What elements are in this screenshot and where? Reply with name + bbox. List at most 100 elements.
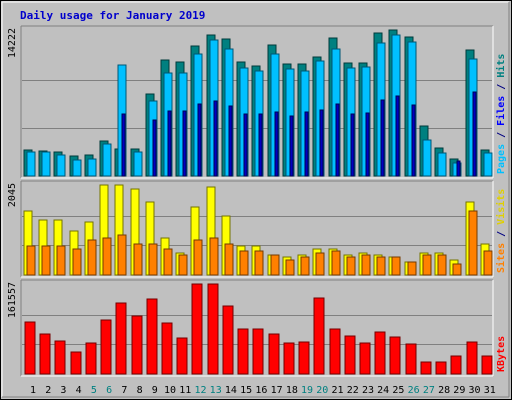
bar-kbytes-day-1: [24, 321, 36, 375]
day-label-17: 17: [271, 385, 283, 396]
bar-sites-day-3: [56, 245, 66, 276]
bar-kbytes-day-13: [207, 283, 219, 375]
bar-kbytes-day-29: [450, 355, 462, 375]
bar-pages-day-30: [472, 91, 477, 177]
bar-pages-day-9: [152, 119, 157, 177]
bar-sites-day-2: [41, 245, 51, 276]
bar-pages-day-10: [167, 110, 172, 177]
bar-pages-day-20: [319, 109, 324, 177]
day-label-26: 26: [408, 385, 420, 396]
legend-entry: Files: [495, 96, 507, 126]
bar-sites-day-13: [209, 237, 219, 276]
day-label-22: 22: [347, 385, 359, 396]
day-label-19: 19: [301, 385, 313, 396]
side-legend: Pages / Files / Hits: [495, 54, 507, 174]
legend-entry: /: [496, 225, 507, 243]
bar-kbytes-day-26: [405, 343, 417, 375]
day-label-20: 20: [316, 385, 328, 396]
legend-entry: Hits: [495, 54, 507, 78]
bar-sites-day-22: [346, 256, 356, 276]
bar-sites-day-12: [193, 239, 203, 276]
bar-sites-day-24: [376, 256, 386, 276]
bar-pages-day-25: [395, 95, 400, 177]
bar-kbytes-day-23: [359, 342, 371, 375]
day-axis-labels: 1 2 3 4 5 6 7 8 9 10 11 12 13 14 15 16 17 18 19 20 21 22 23 24 2…: [30, 385, 496, 396]
side-legend: Sites / Visits: [495, 189, 507, 273]
day-label-16: 16: [255, 385, 267, 396]
bar-pages-day-24: [380, 99, 385, 177]
bar-kbytes-day-16: [252, 328, 264, 375]
bar-pages-day-12: [197, 103, 202, 177]
bar-files-day-5: [87, 158, 97, 177]
bar-kbytes-day-5: [85, 342, 97, 375]
day-label-23: 23: [362, 385, 374, 396]
bar-sites-day-5: [87, 239, 97, 276]
bar-sites-day-8: [133, 243, 143, 276]
bar-sites-day-27: [422, 254, 432, 276]
day-label-24: 24: [377, 385, 389, 396]
bar-sites-day-28: [437, 254, 447, 276]
max-value-label: 161557: [7, 282, 18, 318]
bar-kbytes-day-24: [374, 331, 386, 375]
day-label-5: 5: [91, 385, 97, 396]
bar-kbytes-day-8: [131, 315, 143, 375]
bar-kbytes-day-3: [54, 340, 66, 375]
bar-sites-day-4: [72, 248, 82, 276]
day-label-7: 7: [121, 385, 127, 396]
bar-files-day-3: [56, 154, 66, 177]
bar-pages-day-29: [456, 160, 461, 177]
bar-kbytes-day-18: [283, 342, 295, 375]
bar-kbytes-day-21: [329, 328, 341, 375]
day-label-31: 31: [484, 385, 496, 396]
day-label-6: 6: [106, 385, 112, 396]
bar-pages-day-18: [289, 115, 294, 177]
day-label-2: 2: [45, 385, 51, 396]
bar-kbytes-day-17: [268, 333, 280, 375]
day-label-27: 27: [423, 385, 435, 396]
bar-sites-day-17: [270, 254, 280, 276]
bar-files-day-27: [422, 139, 432, 177]
day-label-21: 21: [331, 385, 343, 396]
bar-kbytes-day-7: [115, 302, 127, 375]
max-value-label: 14222: [7, 28, 18, 58]
max-value-label: 2045: [7, 183, 18, 207]
bar-kbytes-day-11: [176, 337, 188, 375]
day-label-8: 8: [137, 385, 143, 396]
bar-pages-day-22: [350, 113, 355, 177]
bar-pages-day-11: [182, 110, 187, 177]
bar-kbytes-day-22: [344, 335, 356, 375]
bar-kbytes-day-28: [435, 361, 447, 375]
day-label-30: 30: [469, 385, 481, 396]
bar-pages-day-19: [304, 111, 309, 177]
bar-kbytes-day-25: [389, 336, 401, 375]
bar-pages-day-26: [411, 104, 416, 177]
bar-sites-day-6: [102, 237, 112, 276]
panel-hits-files-pages: 14222 Pages / Files / Hits: [7, 25, 507, 179]
bar-files-day-31: [483, 152, 493, 177]
bar-files-day-8: [133, 151, 143, 177]
bar-files-day-2: [41, 151, 51, 177]
bar-pages-day-14: [228, 105, 233, 177]
bar-sites-day-16: [254, 250, 264, 276]
bar-files-day-1: [26, 151, 36, 177]
day-label-14: 14: [225, 385, 237, 396]
bar-kbytes-day-31: [481, 355, 493, 375]
bar-sites-day-7: [117, 234, 127, 276]
bar-sites-day-20: [315, 252, 325, 276]
bar-files-day-28: [437, 152, 447, 177]
day-label-25: 25: [392, 385, 404, 396]
bar-kbytes-day-4: [70, 351, 82, 375]
day-label-10: 10: [164, 385, 176, 396]
bar-kbytes-day-14: [222, 305, 234, 375]
day-label-11: 11: [179, 385, 191, 396]
bar-pages-day-23: [365, 112, 370, 177]
legend-entry: /: [496, 78, 507, 96]
panel-kbytes: 161557 KBytes: [7, 279, 507, 377]
bar-pages-day-16: [258, 113, 263, 177]
bar-kbytes-day-10: [161, 322, 173, 375]
bar-kbytes-day-6: [100, 319, 112, 375]
bar-sites-day-1: [26, 245, 36, 276]
bar-sites-day-19: [300, 256, 310, 276]
legend-entry: Sites: [495, 243, 507, 273]
day-label-12: 12: [194, 385, 206, 396]
